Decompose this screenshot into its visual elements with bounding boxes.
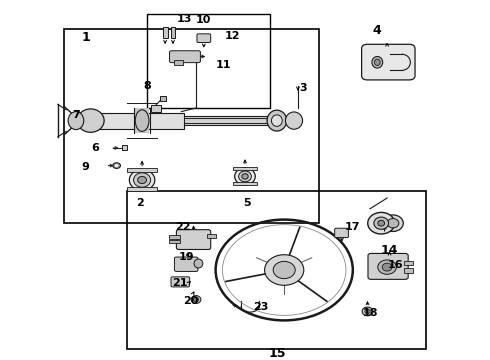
Bar	[207, 234, 216, 238]
Circle shape	[115, 165, 118, 167]
Ellipse shape	[239, 171, 251, 182]
Ellipse shape	[285, 112, 302, 129]
Text: 16: 16	[388, 260, 404, 270]
Bar	[233, 182, 257, 185]
Text: 8: 8	[143, 81, 151, 91]
Bar	[233, 167, 257, 170]
Bar	[64, 29, 318, 223]
Ellipse shape	[194, 297, 198, 302]
Ellipse shape	[374, 59, 380, 66]
Bar	[151, 105, 161, 112]
Bar	[160, 96, 166, 101]
Text: 12: 12	[225, 31, 241, 41]
FancyBboxPatch shape	[197, 34, 211, 42]
Ellipse shape	[138, 176, 147, 184]
Ellipse shape	[273, 261, 295, 279]
Ellipse shape	[68, 112, 84, 130]
Text: 11: 11	[215, 60, 231, 70]
Bar	[174, 60, 183, 65]
Text: 3: 3	[299, 83, 307, 93]
Text: 4: 4	[372, 24, 381, 37]
Ellipse shape	[378, 260, 396, 274]
Ellipse shape	[368, 212, 395, 234]
Text: 20: 20	[183, 296, 199, 306]
Bar	[127, 187, 157, 191]
Text: 21: 21	[172, 278, 188, 288]
Ellipse shape	[383, 215, 403, 231]
Text: 6: 6	[92, 143, 99, 153]
FancyBboxPatch shape	[171, 277, 190, 287]
Bar	[184, 118, 277, 123]
Bar	[163, 27, 168, 38]
Bar	[127, 191, 426, 349]
Ellipse shape	[382, 263, 392, 271]
Text: 10: 10	[196, 15, 211, 25]
Text: 19: 19	[178, 252, 194, 262]
Text: 22: 22	[175, 222, 191, 232]
Ellipse shape	[372, 57, 383, 68]
Bar	[147, 14, 270, 108]
Bar	[135, 108, 149, 133]
Ellipse shape	[374, 217, 389, 229]
Ellipse shape	[362, 307, 373, 316]
Bar	[96, 113, 184, 129]
Bar	[169, 235, 180, 239]
Text: 7: 7	[72, 110, 80, 120]
FancyBboxPatch shape	[335, 228, 348, 238]
Text: 5: 5	[244, 198, 251, 208]
Bar	[122, 145, 127, 150]
Ellipse shape	[235, 168, 255, 185]
Bar	[404, 268, 413, 273]
Text: 23: 23	[253, 302, 269, 312]
Bar	[127, 168, 157, 172]
Ellipse shape	[194, 259, 203, 268]
Text: 9: 9	[82, 162, 90, 172]
Text: 2: 2	[136, 198, 144, 208]
Ellipse shape	[77, 109, 104, 132]
Circle shape	[113, 163, 121, 168]
Bar	[171, 27, 175, 38]
Ellipse shape	[135, 110, 149, 131]
Ellipse shape	[378, 220, 385, 226]
FancyBboxPatch shape	[368, 253, 408, 279]
Text: 18: 18	[362, 308, 378, 318]
Ellipse shape	[365, 309, 370, 314]
Ellipse shape	[387, 219, 399, 228]
FancyBboxPatch shape	[170, 51, 200, 63]
Text: 1: 1	[81, 31, 90, 44]
Ellipse shape	[133, 173, 150, 187]
Ellipse shape	[267, 110, 287, 131]
Ellipse shape	[271, 115, 282, 126]
Text: 13: 13	[176, 14, 192, 24]
Ellipse shape	[191, 296, 201, 303]
Text: 14: 14	[381, 244, 398, 257]
FancyBboxPatch shape	[174, 257, 198, 271]
FancyBboxPatch shape	[176, 230, 211, 249]
Bar	[96, 116, 282, 125]
Text: 17: 17	[345, 222, 361, 232]
Bar	[169, 240, 180, 243]
Ellipse shape	[129, 170, 155, 190]
Bar	[404, 261, 413, 265]
Text: 15: 15	[268, 347, 286, 360]
Ellipse shape	[265, 255, 304, 285]
FancyBboxPatch shape	[362, 44, 415, 80]
Ellipse shape	[242, 174, 248, 179]
